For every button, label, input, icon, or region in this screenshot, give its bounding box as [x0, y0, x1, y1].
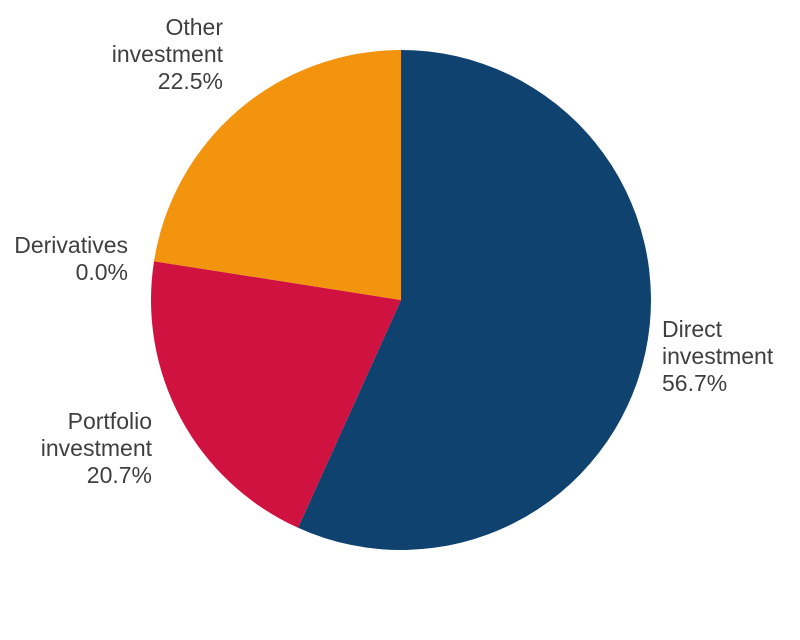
slice-label-percent: 0.0% [75, 259, 128, 285]
slice-label-portfolio-investment: Portfolio investment 20.7% [22, 408, 152, 489]
slice-label-derivatives: Derivatives 0.0% [0, 232, 128, 286]
slice-label-percent: 20.7% [86, 462, 152, 488]
pie-slice-0 [298, 50, 651, 550]
slice-label-name: Derivatives [14, 232, 128, 258]
slice-label-percent: 56.7% [662, 370, 728, 396]
pie-slice-1 [150, 261, 401, 528]
slice-label-other-investment: Other investment 22.5% [93, 14, 223, 95]
slice-label-name: Other investment [111, 14, 223, 67]
slice-label-percent: 22.5% [157, 68, 223, 94]
pie-slice-3 [154, 50, 401, 300]
slice-label-direct-investment: Direct investment 56.7% [662, 316, 792, 397]
slice-label-name: Direct investment [662, 316, 774, 369]
slice-label-name: Portfolio investment [40, 408, 152, 461]
